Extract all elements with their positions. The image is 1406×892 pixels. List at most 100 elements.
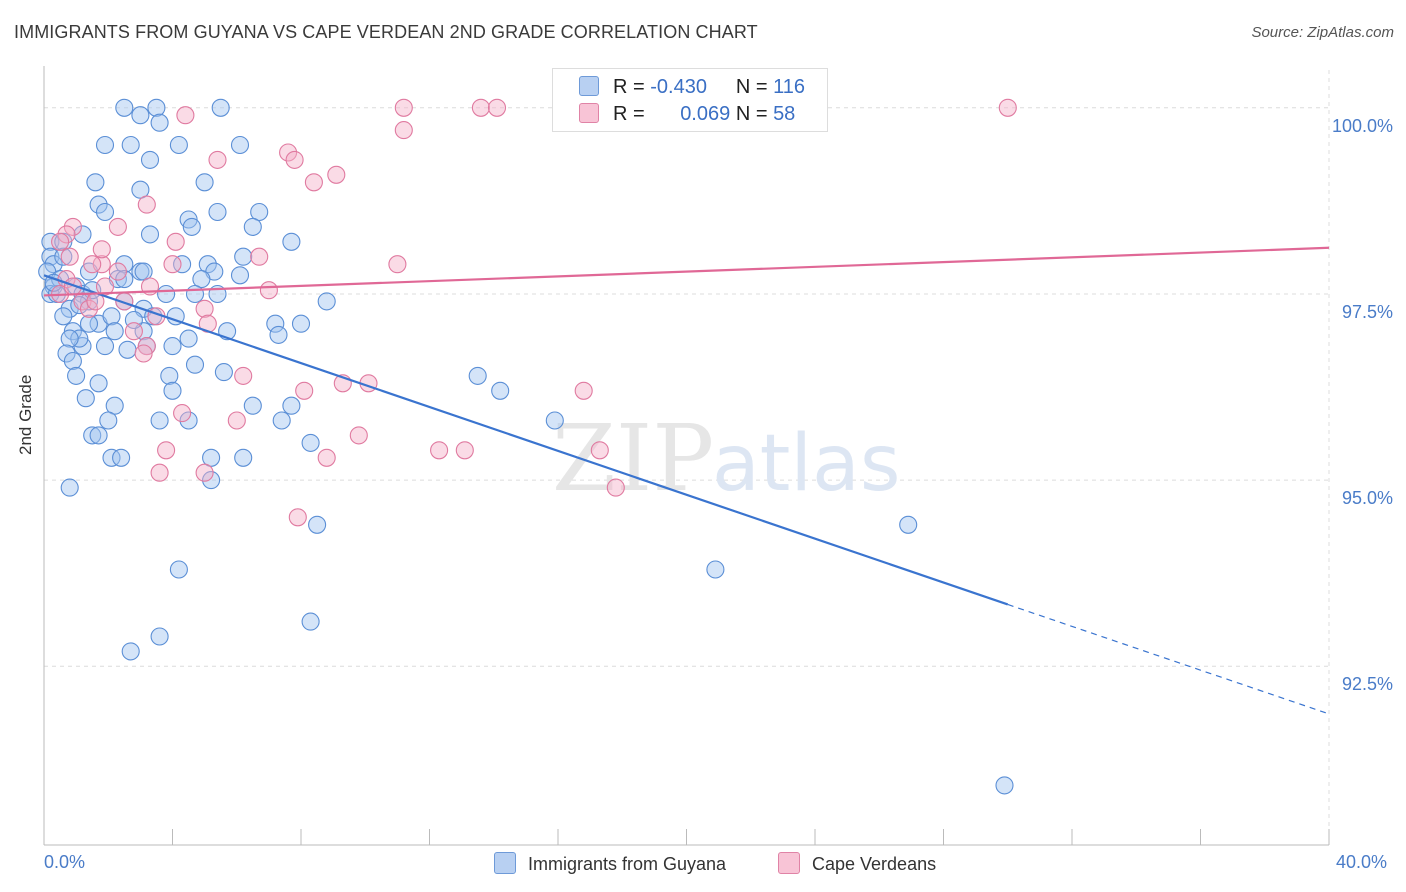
point-capeverde <box>998 98 1017 117</box>
y-tick-label: 100.0% <box>1331 115 1393 136</box>
point-guyana <box>269 325 288 344</box>
point-guyana <box>115 270 134 289</box>
y-tick-label: 97.5% <box>1341 301 1393 322</box>
point-guyana <box>99 411 118 430</box>
point-guyana <box>121 642 140 661</box>
point-capeverde <box>574 381 593 400</box>
point-capeverde <box>606 478 625 497</box>
point-guyana <box>112 448 131 467</box>
point-guyana <box>291 314 311 333</box>
point-guyana <box>301 612 320 631</box>
point-guyana <box>317 292 336 311</box>
point-guyana <box>160 366 179 385</box>
point-guyana <box>41 232 60 251</box>
point-capeverde <box>92 255 111 274</box>
point-guyana <box>179 329 198 348</box>
point-guyana <box>202 448 221 467</box>
point-guyana <box>468 366 487 385</box>
point-capeverde <box>176 106 195 125</box>
point-guyana <box>95 337 115 356</box>
point-guyana <box>182 217 201 236</box>
point-guyana <box>54 307 73 326</box>
data-points <box>38 98 1017 795</box>
y-tick-label: 95.0% <box>1341 488 1393 509</box>
legend-n-value: 116 <box>773 76 805 98</box>
point-guyana <box>115 255 134 274</box>
point-capeverde <box>288 508 307 527</box>
point-guyana <box>95 135 115 155</box>
legend-swatch-capeverde <box>579 103 599 123</box>
point-guyana <box>173 255 192 274</box>
point-guyana <box>995 776 1014 795</box>
point-guyana <box>706 560 725 579</box>
point-guyana <box>211 98 230 117</box>
point-capeverde <box>137 195 156 214</box>
point-guyana <box>102 307 121 326</box>
point-guyana <box>272 411 291 430</box>
y-tick-label: 92.5% <box>1341 674 1393 695</box>
point-guyana <box>83 426 102 445</box>
point-capeverde <box>471 98 490 117</box>
point-guyana <box>79 314 99 333</box>
point-capeverde <box>195 463 214 482</box>
point-capeverde <box>285 150 304 169</box>
point-guyana <box>150 113 169 132</box>
point-guyana <box>95 202 115 222</box>
legend-r-label: R = <box>613 103 645 125</box>
point-capeverde <box>250 247 269 266</box>
legend-row-capeverde: R = 0.069 N = 58 <box>579 103 795 127</box>
point-capeverde <box>92 240 111 259</box>
point-capeverde <box>394 121 413 140</box>
point-guyana <box>76 389 95 408</box>
point-guyana <box>63 351 82 371</box>
point-capeverde <box>349 426 368 445</box>
point-capeverde <box>108 262 127 281</box>
point-guyana <box>140 225 160 244</box>
point-guyana <box>266 314 285 333</box>
point-guyana <box>230 266 250 285</box>
point-guyana <box>202 471 221 490</box>
point-guyana <box>185 355 205 374</box>
point-capeverde <box>57 225 76 244</box>
point-capeverde <box>83 255 102 274</box>
y-axis-label: 2nd Grade <box>16 374 35 455</box>
point-capeverde <box>195 299 214 318</box>
legend-label-guyana: Immigrants from Guyana <box>528 854 727 874</box>
legend-n-label: N = <box>735 103 768 125</box>
point-guyana <box>150 627 169 646</box>
point-guyana <box>169 135 188 155</box>
legend-swatch-guyana <box>579 76 599 96</box>
point-guyana <box>44 255 63 274</box>
point-capeverde <box>108 217 127 236</box>
point-guyana <box>169 560 188 579</box>
point-capeverde <box>259 281 278 300</box>
trend-line-guyana-extension <box>1007 603 1330 715</box>
point-capeverde <box>51 232 70 251</box>
point-guyana <box>192 270 211 289</box>
point-guyana <box>163 337 182 356</box>
point-capeverde <box>295 381 314 400</box>
trend-line-capeverde <box>43 246 1330 297</box>
axes <box>43 66 1330 846</box>
correlation-legend: R = -0.430 N = 116 R = 0.069 N = 58 <box>552 68 828 132</box>
point-guyana <box>86 173 105 192</box>
point-capeverde <box>234 366 253 385</box>
point-guyana <box>250 202 269 222</box>
trend-line-guyana <box>43 274 1009 606</box>
point-guyana <box>282 396 301 415</box>
point-capeverde <box>455 441 474 460</box>
legend-n-value: 58 <box>773 103 796 125</box>
point-capeverde <box>327 165 346 184</box>
point-guyana <box>89 426 108 445</box>
watermark-atlas: atlas <box>712 419 901 509</box>
point-guyana <box>195 173 214 192</box>
point-guyana <box>491 381 510 400</box>
point-guyana <box>243 217 262 236</box>
point-guyana <box>134 262 153 281</box>
point-capeverde <box>304 173 323 192</box>
point-capeverde <box>157 441 176 460</box>
point-guyana <box>121 135 140 155</box>
point-capeverde <box>150 463 169 482</box>
legend-item-capeverde: Cape Verdeans <box>778 852 936 875</box>
